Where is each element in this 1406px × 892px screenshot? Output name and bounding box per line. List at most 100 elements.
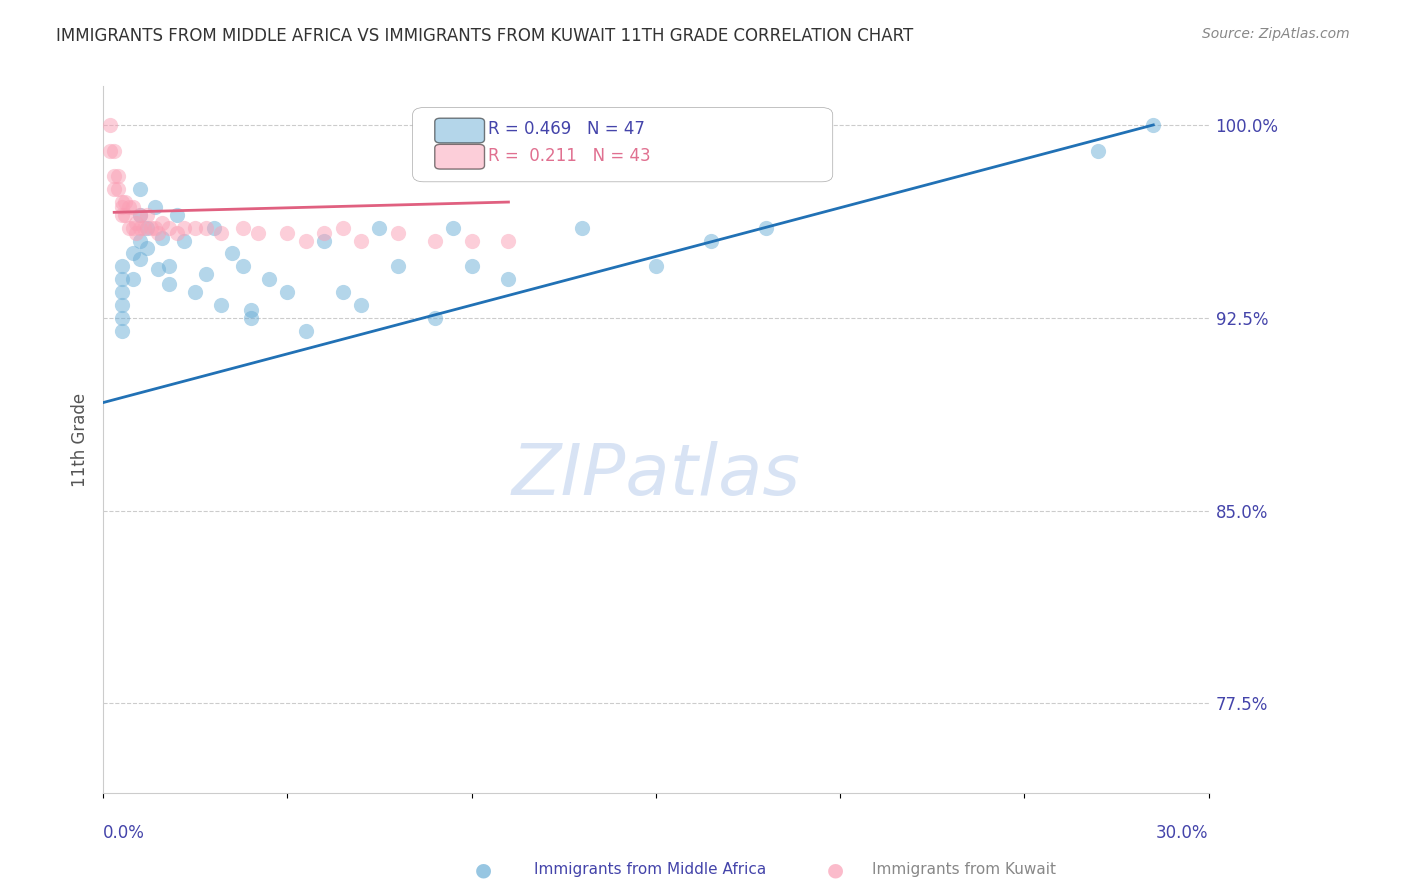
Point: [139, 220, 162, 235]
Point: [110, 324, 132, 338]
Point: [276, 226, 298, 240]
Point: [110, 200, 132, 214]
Point: [100, 118, 122, 132]
Point: [107, 169, 129, 184]
Point: [132, 220, 155, 235]
Point: [129, 208, 152, 222]
Point: [195, 267, 218, 281]
Point: [441, 220, 464, 235]
Text: R =  0.211   N = 43: R = 0.211 N = 43: [488, 146, 651, 165]
Point: [110, 208, 132, 222]
Point: [195, 220, 218, 235]
Point: [129, 208, 152, 222]
Point: [368, 220, 391, 235]
Text: 30.0%: 30.0%: [1156, 824, 1209, 842]
Point: [150, 231, 173, 245]
Point: [202, 220, 225, 235]
Text: Immigrants from Kuwait: Immigrants from Kuwait: [872, 863, 1056, 877]
Point: [103, 169, 125, 184]
Point: [148, 226, 170, 240]
Point: [350, 234, 373, 248]
Point: [755, 220, 778, 235]
Point: [173, 234, 195, 248]
Point: [232, 220, 254, 235]
Point: [110, 260, 132, 274]
Point: [498, 234, 520, 248]
Point: [125, 216, 148, 230]
Point: [114, 208, 136, 222]
Text: ZIPatlas: ZIPatlas: [512, 441, 800, 509]
Point: [387, 260, 409, 274]
Point: [221, 246, 243, 260]
Point: [350, 298, 373, 312]
Point: [103, 144, 125, 158]
Point: [148, 261, 170, 276]
Point: [143, 220, 166, 235]
Point: [209, 226, 232, 240]
Y-axis label: 11th Grade: 11th Grade: [72, 392, 89, 487]
Point: [121, 200, 143, 214]
Point: [150, 216, 173, 230]
Point: [239, 303, 262, 318]
Point: [121, 272, 143, 286]
Point: [332, 285, 354, 299]
Point: [110, 298, 132, 312]
FancyBboxPatch shape: [434, 145, 485, 169]
Point: [184, 285, 207, 299]
Point: [110, 195, 132, 210]
FancyBboxPatch shape: [434, 118, 485, 143]
Point: [143, 200, 166, 214]
Point: [166, 226, 188, 240]
Point: [159, 220, 181, 235]
Point: [166, 208, 188, 222]
Point: [125, 226, 148, 240]
Point: [114, 195, 136, 210]
Point: [107, 182, 129, 196]
Point: [118, 200, 141, 214]
Text: R = 0.469   N = 47: R = 0.469 N = 47: [488, 120, 645, 138]
Point: [110, 310, 132, 325]
Point: [423, 234, 446, 248]
Point: [129, 252, 152, 266]
Point: [121, 246, 143, 260]
Point: [387, 226, 409, 240]
FancyBboxPatch shape: [412, 108, 832, 182]
Text: Source: ZipAtlas.com: Source: ZipAtlas.com: [1202, 27, 1350, 41]
Point: [294, 234, 316, 248]
Point: [1142, 118, 1164, 132]
Point: [1087, 144, 1109, 158]
Point: [103, 182, 125, 196]
Point: [100, 144, 122, 158]
Point: [314, 226, 336, 240]
Point: [110, 285, 132, 299]
Text: IMMIGRANTS FROM MIDDLE AFRICA VS IMMIGRANTS FROM KUWAIT 11TH GRADE CORRELATION C: IMMIGRANTS FROM MIDDLE AFRICA VS IMMIGRA…: [56, 27, 914, 45]
Point: [571, 220, 593, 235]
Point: [276, 285, 298, 299]
Point: [136, 208, 159, 222]
Point: [159, 260, 181, 274]
Point: [129, 182, 152, 196]
Text: ●: ●: [475, 860, 492, 880]
Point: [294, 324, 316, 338]
Point: [239, 310, 262, 325]
Text: Immigrants from Middle Africa: Immigrants from Middle Africa: [534, 863, 766, 877]
Point: [332, 220, 354, 235]
Point: [121, 220, 143, 235]
Point: [184, 220, 207, 235]
Point: [700, 234, 723, 248]
Point: [423, 310, 446, 325]
Point: [118, 220, 141, 235]
Point: [498, 272, 520, 286]
Point: [110, 272, 132, 286]
Point: [460, 234, 482, 248]
Point: [314, 234, 336, 248]
Text: 0.0%: 0.0%: [103, 824, 145, 842]
Point: [136, 220, 159, 235]
Text: ●: ●: [827, 860, 844, 880]
Point: [129, 220, 152, 235]
Point: [232, 260, 254, 274]
Point: [644, 260, 666, 274]
Point: [129, 234, 152, 248]
Point: [257, 272, 280, 286]
Point: [159, 277, 181, 292]
